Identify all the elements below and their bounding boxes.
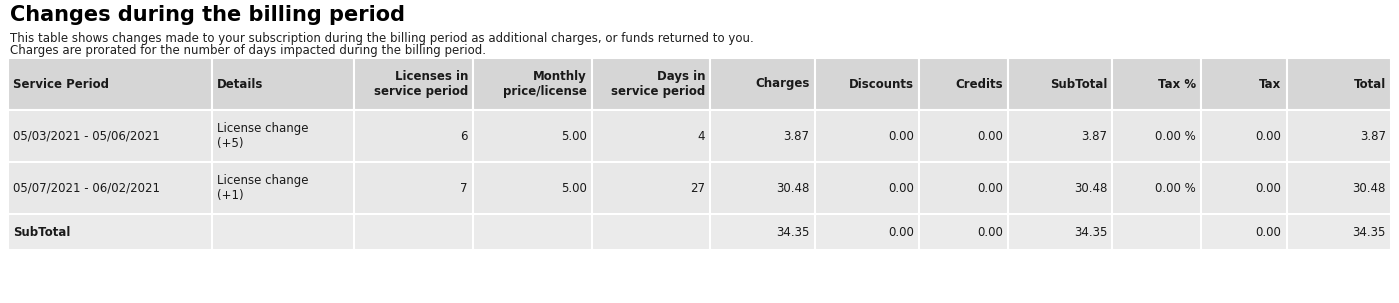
Bar [814,214,919,250]
Bar [814,110,919,162]
Text: 3.87: 3.87 [1081,129,1107,142]
Text: SubTotal: SubTotal [1049,78,1107,91]
Bar [1112,110,1202,162]
Bar [919,214,1007,250]
Bar [1112,58,1202,110]
Text: Total: Total [1354,78,1386,91]
Bar [213,110,354,162]
Bar [1007,58,1112,110]
Bar [1202,162,1287,214]
Text: 30.48: 30.48 [1074,181,1107,195]
Bar [8,110,213,162]
Text: 0.00: 0.00 [1256,225,1281,238]
Bar [814,162,919,214]
Bar [1287,214,1391,250]
Text: 3.87: 3.87 [1360,129,1386,142]
Text: 05/03/2021 - 05/06/2021: 05/03/2021 - 05/06/2021 [13,129,159,142]
Bar [213,214,354,250]
Bar [711,58,814,110]
Bar [814,58,919,110]
Bar [473,110,592,162]
Text: 34.35: 34.35 [776,225,810,238]
Bar [1112,214,1202,250]
Bar [354,214,473,250]
Text: 0.00: 0.00 [977,181,1003,195]
Text: 7: 7 [460,181,467,195]
Bar [919,58,1007,110]
Text: 0.00: 0.00 [977,225,1003,238]
Text: Tax: Tax [1259,78,1281,91]
Text: This table shows changes made to your subscription during the billing period as : This table shows changes made to your su… [10,32,754,45]
Bar [711,162,814,214]
Text: Charges are prorated for the number of days impacted during the billing period.: Charges are prorated for the number of d… [10,44,485,57]
Bar [473,162,592,214]
Text: 30.48: 30.48 [1353,181,1386,195]
Bar [1287,110,1391,162]
Text: 5.00: 5.00 [561,181,586,195]
Bar [1287,58,1391,110]
Text: Changes during the billing period: Changes during the billing period [10,5,404,25]
Text: 0.00: 0.00 [1256,129,1281,142]
Bar [354,110,473,162]
Bar [711,214,814,250]
Bar [592,58,711,110]
Text: Days in
service period: Days in service period [611,70,705,98]
Bar [473,58,592,110]
Text: License change
(+1): License change (+1) [217,174,309,202]
Bar [1007,110,1112,162]
Bar [354,162,473,214]
Text: 0.00: 0.00 [888,225,914,238]
Bar [1112,162,1202,214]
Text: License change
(+5): License change (+5) [217,122,309,150]
Text: Monthly
price/license: Monthly price/license [502,70,586,98]
Text: SubTotal: SubTotal [13,225,70,238]
Bar [8,58,213,110]
Bar [592,162,711,214]
Text: 6: 6 [460,129,467,142]
Text: 0.00: 0.00 [977,129,1003,142]
Bar [213,162,354,214]
Text: 34.35: 34.35 [1074,225,1107,238]
Text: 5.00: 5.00 [561,129,586,142]
Text: Licenses in
service period: Licenses in service period [374,70,467,98]
Text: 05/07/2021 - 06/02/2021: 05/07/2021 - 06/02/2021 [13,181,159,195]
Text: 27: 27 [690,181,705,195]
Bar [1202,58,1287,110]
Bar [919,162,1007,214]
Bar [354,58,473,110]
Bar [1287,162,1391,214]
Bar [919,110,1007,162]
Text: Details: Details [217,78,263,91]
Bar [213,58,354,110]
Text: Charges: Charges [755,78,810,91]
Text: Discounts: Discounts [849,78,914,91]
Bar [1202,214,1287,250]
Bar [1007,162,1112,214]
Text: 34.35: 34.35 [1353,225,1386,238]
Bar [8,214,213,250]
Text: 0.00: 0.00 [888,181,914,195]
Bar [473,214,592,250]
Text: 0.00: 0.00 [888,129,914,142]
Text: Credits: Credits [956,78,1003,91]
Text: 30.48: 30.48 [776,181,810,195]
Bar [592,214,711,250]
Text: 3.87: 3.87 [783,129,810,142]
Bar [8,162,213,214]
Bar [1202,110,1287,162]
Text: 0.00: 0.00 [1256,181,1281,195]
Text: Service Period: Service Period [13,78,109,91]
Text: 0.00 %: 0.00 % [1156,181,1196,195]
Text: 4: 4 [698,129,705,142]
Bar [1007,214,1112,250]
Text: Tax %: Tax % [1158,78,1196,91]
Bar [592,110,711,162]
Bar [711,110,814,162]
Text: 0.00 %: 0.00 % [1156,129,1196,142]
